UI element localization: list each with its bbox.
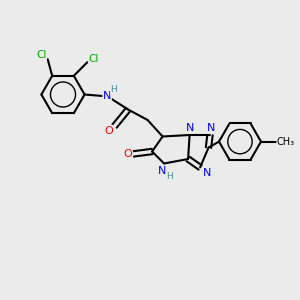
Text: N: N xyxy=(207,123,215,134)
Text: N: N xyxy=(186,123,195,134)
Text: O: O xyxy=(124,149,133,159)
Text: Cl: Cl xyxy=(89,54,99,64)
Text: O: O xyxy=(105,125,114,136)
Text: N: N xyxy=(158,166,166,176)
Text: N: N xyxy=(202,168,211,178)
Text: H: H xyxy=(166,172,173,181)
Text: H: H xyxy=(110,85,117,94)
Text: Cl: Cl xyxy=(36,50,46,60)
Text: CH₃: CH₃ xyxy=(277,136,295,147)
Text: N: N xyxy=(103,91,111,101)
